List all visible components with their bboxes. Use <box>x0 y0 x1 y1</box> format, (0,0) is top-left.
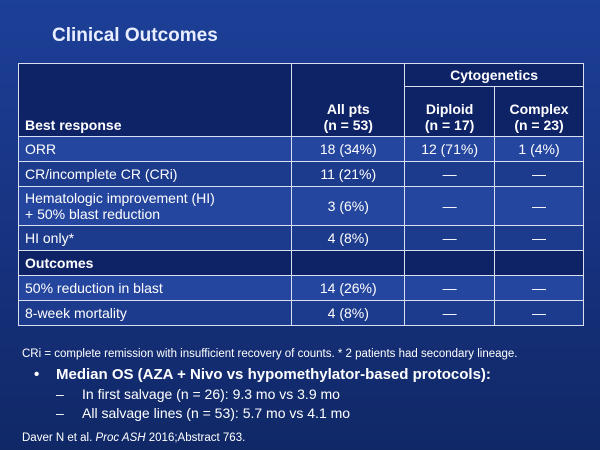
section-empty-cell <box>404 250 496 276</box>
citation-prefix: Daver N et al. <box>22 432 96 444</box>
table-row-cr: CR/incomplete CR (CRi) 11 (21%) — — <box>17 161 584 187</box>
row-label: Hematologic improvement (HI) + 50% blast… <box>17 186 293 226</box>
bullet-mark: • <box>34 366 40 383</box>
row-label: ORR <box>17 136 293 162</box>
citation-suffix: 2016;Abstract 763. <box>145 432 246 444</box>
row-label-line-2: + 50% blast reduction <box>25 206 161 222</box>
cell-diploid: — <box>404 275 496 301</box>
sub-bullet-all-salvage: – All salvage lines (n = 53): 5.7 mo vs … <box>56 405 594 421</box>
header-row-1: Best response All pts (n = 53) Cytogenet… <box>17 63 584 137</box>
row-label-line-1: Hematologic improvement (HI) <box>25 190 215 206</box>
bullet-text: Median OS (AZA + Nivo vs hypomethylator-… <box>56 366 491 383</box>
cell-complex: 1 (4%) <box>494 136 584 162</box>
cell-complex: — <box>494 300 584 326</box>
header-all-pts-label: All pts <box>326 101 370 117</box>
cell-all-pts: 14 (26%) <box>291 275 406 301</box>
table-footnote: CRi = complete remission with insufficie… <box>22 348 518 360</box>
header-complex-n: (n = 23) <box>514 117 564 133</box>
dash-mark: – <box>56 405 64 421</box>
table-row-blast-reduction: 50% reduction in blast 14 (26%) — — <box>17 275 584 301</box>
table-row-mortality: 8-week mortality 4 (8%) — — <box>17 300 584 326</box>
row-label: 8-week mortality <box>17 300 293 326</box>
cell-all-pts: 3 (6%) <box>291 186 406 226</box>
header-diploid: Diploid (n = 17) <box>404 86 496 137</box>
row-label: CR/incomplete CR (CRi) <box>17 161 293 187</box>
slide-title: Clinical Outcomes <box>52 25 218 46</box>
table-row-hi-only: HI only* 4 (8%) — — <box>17 225 584 251</box>
cell-all-pts: 4 (8%) <box>291 225 406 251</box>
header-complex: Complex (n = 23) <box>494 86 584 137</box>
clinical-outcomes-table: Best response All pts (n = 53) Cytogenet… <box>17 63 584 326</box>
dash-mark: – <box>56 386 64 402</box>
cell-all-pts: 11 (21%) <box>291 161 406 187</box>
header-cytogenetics: Cytogenetics <box>404 63 584 87</box>
sub-bullet-text: In first salvage (n = 26): 9.3 mo vs 3.9… <box>82 386 340 402</box>
section-label: Outcomes <box>17 250 293 276</box>
cell-diploid: — <box>404 186 496 226</box>
section-row-outcomes: Outcomes <box>17 250 584 276</box>
cell-diploid: 12 (71%) <box>404 136 496 162</box>
cell-all-pts: 18 (34%) <box>291 136 406 162</box>
cell-all-pts: 4 (8%) <box>291 300 406 326</box>
cell-complex: — <box>494 186 584 226</box>
cell-diploid: — <box>404 300 496 326</box>
header-all-pts: All pts (n = 53) <box>291 63 406 137</box>
header-diploid-n: (n = 17) <box>424 117 475 133</box>
table-row-hi-blast: Hematologic improvement (HI) + 50% blast… <box>17 186 584 226</box>
header-complex-label: Complex <box>509 101 569 117</box>
table-row-orr: ORR 18 (34%) 12 (71%) 1 (4%) <box>17 136 584 162</box>
cell-diploid: — <box>404 161 496 187</box>
median-os-bullet: • Median OS (AZA + Nivo vs hypomethylato… <box>34 366 594 421</box>
row-label: HI only* <box>17 225 293 251</box>
sub-bullet-text: All salvage lines (n = 53): 5.7 mo vs 4.… <box>82 405 351 421</box>
row-label: 50% reduction in blast <box>17 275 293 301</box>
header-row-2: Diploid (n = 17) Complex (n = 23) <box>19 86 584 137</box>
bullet-main: • Median OS (AZA + Nivo vs hypomethylato… <box>34 366 594 383</box>
header-best-response: Best response <box>17 63 293 137</box>
cell-complex: — <box>494 225 584 251</box>
header-diploid-label: Diploid <box>425 101 474 117</box>
sub-bullet-first-salvage: – In first salvage (n = 26): 9.3 mo vs 3… <box>56 386 594 402</box>
cell-complex: — <box>494 161 584 187</box>
cell-complex: — <box>494 275 584 301</box>
section-empty-cell <box>291 250 406 276</box>
cell-diploid: — <box>404 225 496 251</box>
citation: Daver N et al. Proc ASH 2016;Abstract 76… <box>22 432 245 444</box>
section-empty-cell <box>494 250 584 276</box>
citation-journal: Proc ASH <box>95 432 146 444</box>
header-all-pts-n: (n = 53) <box>323 117 373 133</box>
